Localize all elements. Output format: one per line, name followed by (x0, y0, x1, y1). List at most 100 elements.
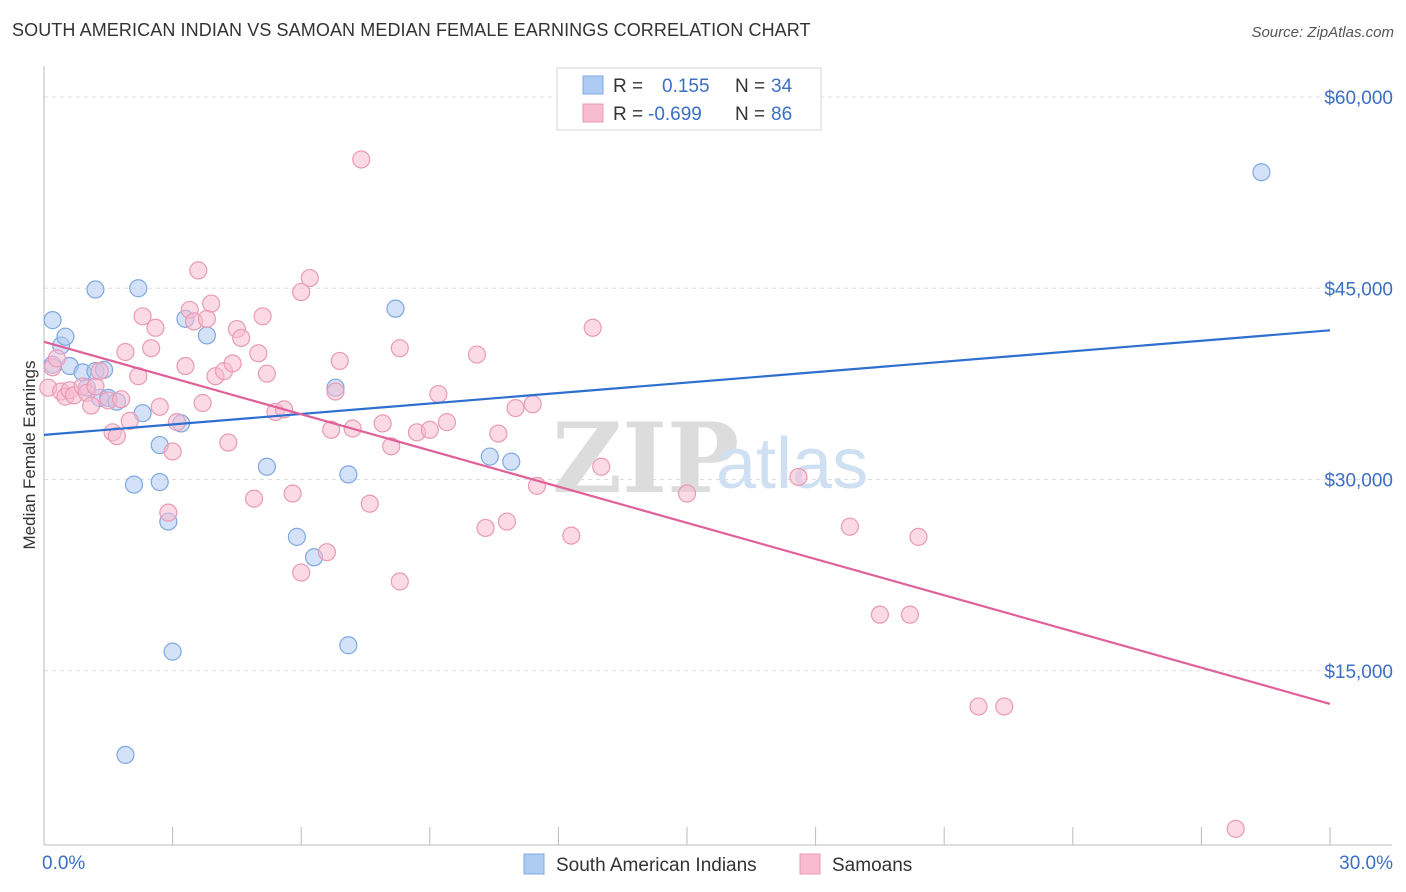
legend-r-label: R = (613, 104, 643, 125)
legend-n-label: N = (735, 76, 765, 97)
data-point-pink (360, 494, 379, 513)
data-point-pink (497, 512, 517, 531)
data-point-blue (163, 642, 182, 661)
data-point-pink (133, 307, 152, 326)
data-point-pink (870, 605, 890, 624)
bottom-legend-swatch-blue (523, 853, 545, 875)
data-point-pink (1226, 819, 1245, 838)
data-point-pink (390, 572, 409, 591)
data-point-pink (476, 518, 495, 538)
data-point-pink (150, 397, 169, 416)
data-point-blue (197, 326, 216, 345)
data-point-pink (326, 382, 345, 401)
data-points (39, 150, 1271, 838)
data-point-pink (420, 420, 439, 439)
data-point-pink (562, 526, 581, 545)
chart-title: SOUTH AMERICAN INDIAN VS SAMOAN MEDIAN F… (12, 20, 811, 40)
watermark-atlas: atlas (716, 424, 868, 504)
data-point-pink (995, 697, 1014, 716)
data-point-pink (112, 390, 131, 409)
trend-line-pink (43, 340, 1331, 705)
legend-n-value: 86 (771, 104, 792, 125)
data-point-blue (287, 527, 307, 546)
data-point-blue (339, 465, 358, 484)
data-point-pink (373, 414, 392, 433)
data-point-pink (352, 150, 371, 169)
data-point-pink (506, 399, 525, 418)
data-point-pink (223, 354, 242, 373)
data-point-pink (523, 395, 542, 414)
axes (43, 66, 1392, 846)
source-note: Source: ZipAtlas.com (1251, 24, 1394, 41)
data-point-blue (116, 745, 135, 765)
bottom-legend-label-samoans: Samoans (832, 855, 912, 876)
y-axis-title: Median Female Earnings (20, 361, 39, 550)
data-point-pink (120, 411, 139, 430)
data-point-blue (257, 457, 277, 476)
data-point-pink (86, 377, 105, 396)
data-point-pink (146, 318, 165, 337)
data-point-pink (583, 318, 602, 337)
y-tick-label: $15,000 (1324, 662, 1393, 683)
data-point-pink (47, 349, 66, 368)
data-point-blue (480, 447, 499, 466)
bottom-legend-swatch-pink (799, 853, 821, 875)
data-point-pink (789, 467, 808, 487)
data-point-pink (244, 489, 264, 508)
data-point-pink (82, 396, 101, 415)
data-point-pink (292, 282, 311, 302)
trend-lines (43, 329, 1331, 705)
data-point-pink (159, 503, 178, 522)
legend-r-value: 0.155 (662, 76, 710, 97)
data-point-pink (219, 433, 238, 452)
data-point-pink (116, 342, 135, 362)
data-point-blue (43, 311, 62, 330)
legend-n-label: N = (735, 104, 765, 125)
y-tick-label: $60,000 (1324, 88, 1393, 109)
watermark: ZIP atlas (552, 402, 868, 515)
data-point-pink (253, 307, 272, 326)
bottom-legend-label-south-american-indians: South American Indians (556, 855, 757, 876)
data-point-pink (300, 268, 319, 288)
data-point-blue (502, 452, 521, 471)
data-point-pink (292, 563, 311, 582)
data-point-pink (232, 328, 251, 348)
data-point-blue (1252, 163, 1271, 182)
data-point-pink (900, 605, 920, 624)
tick-labels: $15,000 $30,000 $45,000 $60,000 0.0% 30.0% (42, 88, 1393, 874)
x-tick-label: 0.0% (42, 853, 85, 874)
data-point-blue (129, 279, 148, 298)
data-point-blue (150, 472, 169, 492)
data-point-pink (107, 427, 126, 446)
bottom-legend: South American Indians Samoans (523, 853, 912, 876)
data-point-pink (167, 413, 186, 432)
x-tick-label: 30.0% (1339, 853, 1393, 874)
data-point-pink (249, 344, 268, 363)
y-tick-label: $30,000 (1324, 471, 1393, 492)
trend-line-blue (43, 329, 1331, 436)
data-point-blue (339, 636, 358, 655)
legend-swatch-pink (582, 103, 604, 123)
data-point-pink (176, 356, 195, 376)
data-point-pink (467, 345, 487, 364)
grid (44, 96, 1392, 672)
data-point-blue (86, 280, 105, 299)
watermark-zip: ZIP (552, 402, 739, 515)
data-point-pink (90, 362, 109, 381)
legend-n-value: 34 (771, 76, 793, 97)
data-point-pink (677, 484, 697, 503)
data-point-pink (489, 424, 508, 443)
data-point-pink (322, 420, 341, 439)
data-point-pink (969, 697, 988, 716)
legend-r-label: R = (613, 76, 643, 97)
data-point-blue (386, 299, 405, 318)
data-point-pink (189, 261, 208, 280)
data-point-pink (202, 294, 221, 313)
data-point-pink (257, 364, 277, 383)
data-point-pink (193, 393, 212, 413)
data-point-pink (283, 484, 302, 503)
data-point-pink (163, 442, 182, 461)
y-tick-label: $45,000 (1324, 279, 1393, 300)
legend-swatch-blue (582, 75, 604, 95)
